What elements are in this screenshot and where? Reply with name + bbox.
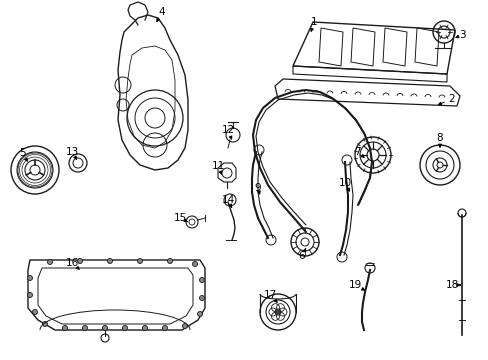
Text: 2: 2 [448,94,454,104]
Circle shape [107,258,112,264]
Circle shape [62,325,67,330]
Circle shape [182,324,187,328]
Circle shape [199,278,204,283]
Text: 4: 4 [159,7,165,17]
Text: 14: 14 [221,195,234,205]
Circle shape [197,311,202,316]
Text: 19: 19 [347,280,361,290]
Circle shape [47,260,52,265]
Circle shape [102,325,107,330]
Text: 15: 15 [173,213,186,223]
Text: 17: 17 [263,290,276,300]
Text: 11: 11 [211,161,224,171]
Text: 18: 18 [445,280,458,290]
Text: 13: 13 [65,147,79,157]
Circle shape [27,275,32,280]
Circle shape [192,261,197,266]
Circle shape [162,325,167,330]
Circle shape [32,310,38,315]
Circle shape [167,258,172,264]
Text: 6: 6 [298,251,305,261]
Text: 10: 10 [338,178,351,188]
Circle shape [27,292,32,297]
Circle shape [122,325,127,330]
Text: 5: 5 [19,148,25,158]
Circle shape [137,258,142,264]
Circle shape [199,296,204,301]
Text: 12: 12 [221,125,234,135]
Text: 1: 1 [310,17,317,27]
Text: 3: 3 [458,30,465,40]
Text: 7: 7 [353,147,360,157]
Text: 16: 16 [65,258,79,268]
Circle shape [82,325,87,330]
Circle shape [77,258,82,264]
Text: 8: 8 [436,133,443,143]
Circle shape [142,325,147,330]
Circle shape [42,321,47,327]
Text: 9: 9 [254,183,261,193]
